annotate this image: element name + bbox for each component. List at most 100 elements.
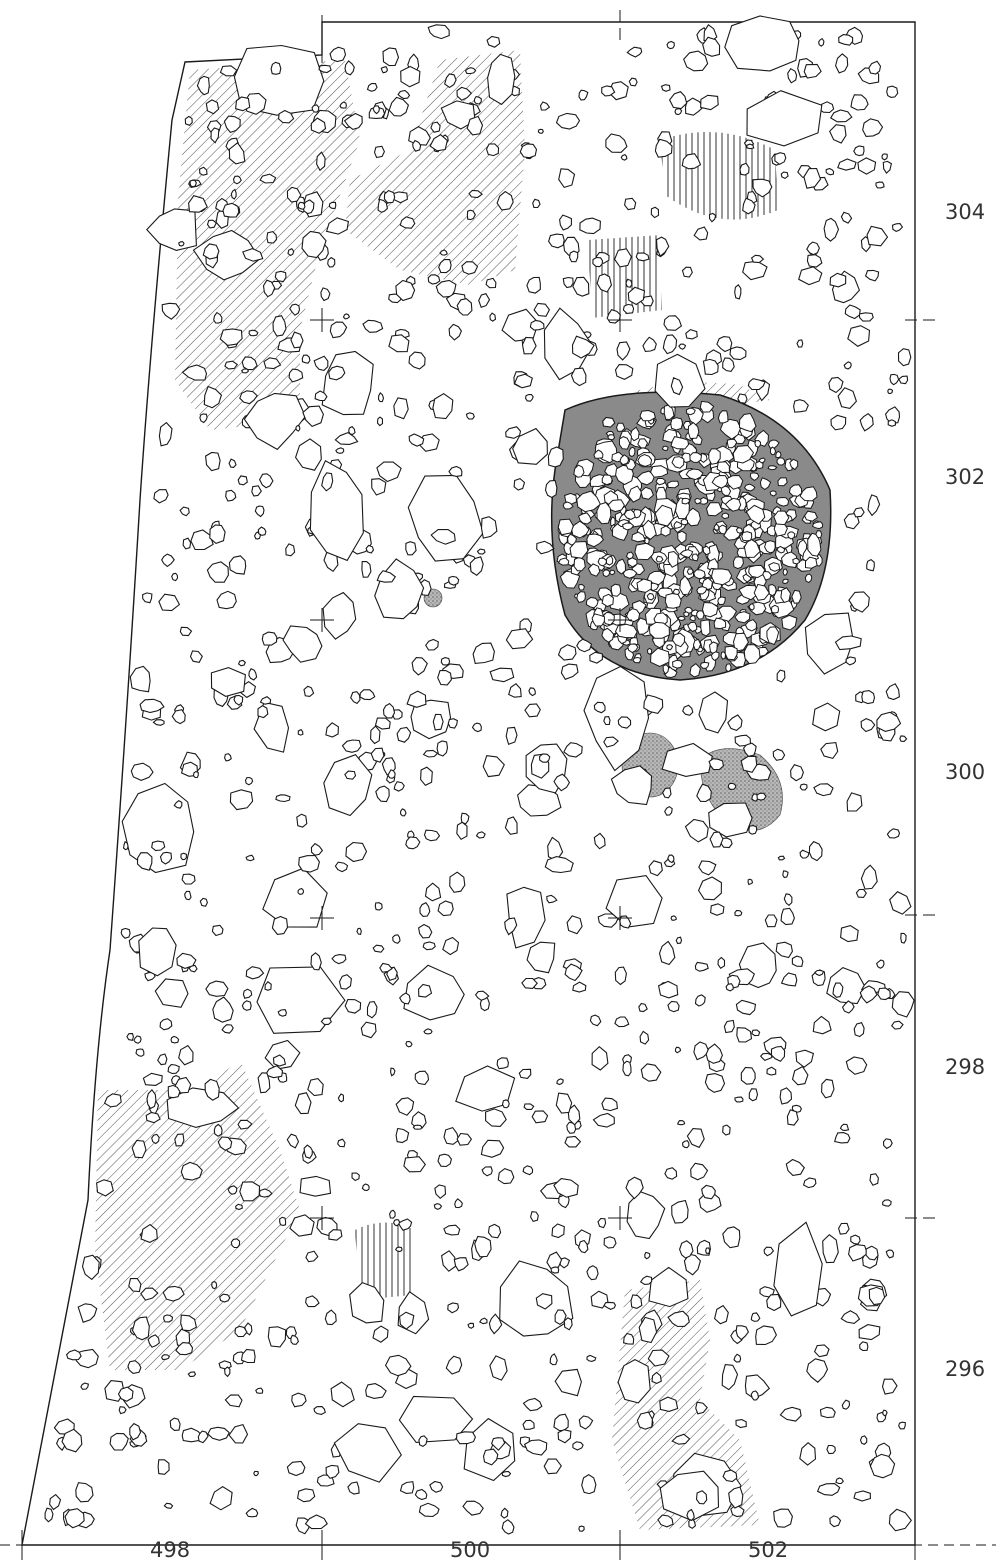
hatched-areas [95,50,778,1530]
stone [325,722,339,738]
cairn-stone [748,603,755,611]
stone [848,591,870,613]
stone [705,1043,723,1064]
stone [291,1392,307,1408]
stone [320,1017,332,1025]
stone [157,1053,168,1066]
stone [429,134,448,152]
stone [395,279,416,302]
stone [209,1486,233,1511]
stone [690,1162,709,1181]
stone [482,755,505,778]
stone [456,821,468,841]
stone [240,1348,256,1364]
stone [591,1045,609,1071]
cairn-stone [636,470,656,486]
stone [734,283,742,300]
cairn-stone [694,497,702,505]
stone [603,1301,617,1311]
stone [674,1046,682,1054]
stone [437,1153,452,1168]
stone [80,1382,90,1390]
stone [775,941,793,959]
stone [748,825,758,835]
cairn-stone [770,446,777,456]
cairn-stone [734,611,751,624]
stone [187,1371,197,1378]
stone [490,1437,506,1451]
stone [867,494,881,517]
stone [460,812,470,825]
stone [256,966,346,1034]
stone [202,243,220,260]
stone [554,1368,582,1397]
stone [429,1480,444,1493]
stone [123,840,129,851]
stone [397,1291,430,1335]
cairn-stone [628,446,636,458]
cairn-stone [602,569,611,578]
stone [374,717,391,730]
stone [75,1482,94,1503]
stone [727,714,743,732]
stone [294,1092,312,1115]
stone [660,84,671,92]
stone [216,590,237,610]
stone [531,1110,549,1124]
cairn-stone [634,542,655,561]
stone [266,230,278,244]
stone [671,1199,689,1224]
stone [203,385,223,409]
stone [625,1176,644,1200]
stone [438,259,452,274]
cairn-stone [804,573,813,583]
stone [826,1444,836,1455]
stone [782,870,789,879]
stone [648,860,663,877]
stone [522,1165,534,1176]
stone [654,138,673,158]
stone [841,1000,855,1014]
cairn-stone [664,592,682,609]
cairn-stone [622,522,635,531]
stone [241,356,258,371]
stone [396,726,412,743]
stone [324,1309,337,1326]
stone [389,1209,396,1219]
stone [535,1293,553,1310]
stone [592,256,604,268]
stone [296,813,308,828]
stone [818,37,825,47]
stone [427,24,450,40]
stone [813,783,834,797]
stone [311,104,320,113]
stone [423,1028,433,1035]
stone [310,952,322,971]
stone [290,1334,300,1345]
stone [774,152,787,166]
cairn-stone [660,525,671,537]
cairn-stone [648,621,670,639]
stone [213,1123,223,1137]
stone [539,753,551,763]
stone [866,225,889,247]
stone [544,856,574,874]
cairn-stone [666,644,674,651]
stone [432,393,454,420]
cairn-stone [683,611,690,618]
stone [562,276,574,289]
stone [146,1089,157,1110]
stone [481,1166,493,1177]
stone [708,802,753,838]
cairn-stone [725,663,732,673]
stone [694,994,706,1007]
stone [371,478,387,496]
stone [791,955,804,967]
stone [223,115,241,134]
stone [440,657,451,666]
stone [675,936,683,945]
stone [384,1354,412,1377]
cairn-stone [679,575,693,596]
stone [321,350,374,416]
stone [812,1015,832,1035]
